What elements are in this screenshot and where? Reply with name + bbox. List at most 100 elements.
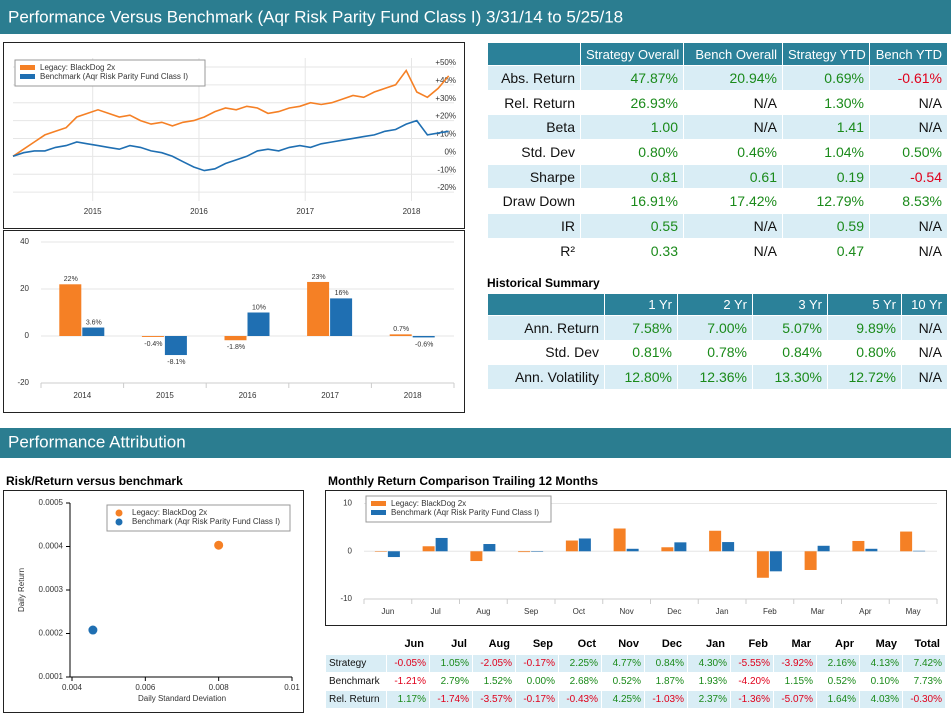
y-tick-label: +20% (435, 112, 456, 121)
bar (756, 551, 769, 578)
bar (865, 548, 878, 552)
section-bar (0, 428, 951, 458)
y-tick-label: +30% (435, 94, 456, 103)
table-cell: 1.05% (429, 654, 473, 673)
bar (817, 545, 830, 552)
bar (422, 546, 435, 552)
section-title: Performance Attribution (8, 432, 186, 451)
x-tick-label: 2015 (156, 391, 174, 400)
scatter-point (214, 540, 224, 550)
table-cell: -0.17% (515, 654, 559, 673)
column-header: 3 Yr (752, 293, 828, 316)
x-tick-label: Feb (763, 607, 777, 616)
x-tick-label: 2018 (404, 391, 422, 400)
table-cell: 1.15% (773, 672, 817, 691)
bar (412, 336, 435, 338)
table-cell: 1.87% (644, 672, 688, 691)
legend-label: Legacy: BlackDog 2x (391, 499, 466, 508)
y-tick-label: 0% (444, 147, 456, 156)
value-label: -8.1% (167, 359, 185, 366)
table-cell: 1.30% (782, 89, 870, 116)
bar (141, 336, 164, 337)
column-header: Mar (773, 633, 817, 655)
y-tick-label: 0.0004 (39, 542, 64, 551)
legend-marker (20, 65, 35, 70)
x-tick-label: Apr (859, 607, 872, 616)
y-tick-label: 0.0002 (39, 629, 64, 638)
row-label: Benchmark (325, 672, 387, 691)
row-label: Sharpe (487, 163, 581, 190)
table-cell: 0.80% (580, 139, 684, 165)
column-header: Strategy YTD (782, 42, 870, 66)
bar (674, 542, 687, 552)
table-cell: 2.25% (558, 654, 602, 673)
row-label: R² (487, 237, 581, 264)
y-tick-label: +10% (435, 130, 456, 139)
row-label: Abs. Return (487, 65, 581, 91)
column-header: Jul (429, 633, 473, 655)
table-cell: 0.47 (782, 237, 870, 264)
bar (531, 551, 544, 552)
bar (330, 298, 353, 336)
table-cell: N/A (683, 89, 783, 116)
table-cell: 4.77% (601, 654, 645, 673)
column-header: Feb (730, 633, 774, 655)
row-label: IR (487, 213, 581, 239)
chart-title: Monthly Return Comparison Trailing 12 Mo… (328, 474, 599, 488)
table-title: Historical Summary (487, 276, 600, 290)
table-cell: N/A (869, 89, 948, 116)
table-cell: -0.30% (902, 690, 946, 709)
column-header: 5 Yr (827, 293, 902, 316)
value-label: -0.6% (415, 341, 433, 348)
y-tick-label: -10% (437, 165, 456, 174)
legend-marker (115, 518, 123, 526)
table-cell: 2.79% (429, 672, 473, 691)
table-cell: 26.93% (580, 89, 684, 116)
bar (307, 281, 330, 336)
table-cell: 0.78% (677, 339, 753, 366)
table-cell: 0.55 (580, 213, 684, 239)
table-cell: -0.05% (386, 654, 430, 673)
table: Jun Jul Aug Sep Oct Nov Dec Jan Feb Mar Apr May Tota… (325, 633, 946, 709)
table-cell: 1.52% (472, 672, 516, 691)
chart-frame (3, 490, 304, 713)
table-cell: 2.37% (687, 690, 731, 709)
table-cell: -1.74% (429, 690, 473, 709)
table-cell: 12.80% (604, 364, 678, 390)
x-tick-label: Dec (667, 607, 681, 616)
table-cell: 7.73% (902, 672, 946, 691)
table-cell: 2.16% (816, 654, 860, 673)
column-header: Apr (816, 633, 860, 655)
x-tick-label: Aug (476, 607, 490, 616)
table-corner (487, 293, 605, 316)
table-cell: -0.61% (869, 65, 948, 91)
table-cell: -4.20% (730, 672, 774, 691)
table-cell: -1.03% (644, 690, 688, 709)
table-cell: 12.72% (827, 364, 902, 390)
bar (164, 336, 187, 356)
legend-marker (371, 510, 386, 515)
table-cell: -0.17% (515, 690, 559, 709)
table-cell: N/A (683, 114, 783, 141)
table-cell: 0.10% (859, 672, 903, 691)
table-cell: 5.07% (752, 315, 828, 341)
y-axis-title: Daily Return (17, 568, 26, 612)
bar (483, 544, 496, 552)
table-cell: 0.00% (515, 672, 559, 691)
bar (852, 540, 865, 552)
table-cell: -3.92% (773, 654, 817, 673)
table-cell: N/A (683, 213, 783, 239)
column-header: May (859, 633, 903, 655)
x-tick-label: May (906, 607, 921, 616)
x-tick-label: 2016 (190, 207, 208, 216)
column-header: Total (902, 633, 946, 655)
row-label: Draw Down (487, 188, 581, 215)
value-label: 3.6% (86, 319, 102, 326)
table-cell: N/A (869, 114, 948, 141)
line-series (12, 68, 450, 157)
bar (661, 547, 674, 552)
row-label: Rel. Return (487, 89, 581, 116)
table-cell: 1.17% (386, 690, 430, 709)
x-tick-label: 2018 (403, 207, 421, 216)
